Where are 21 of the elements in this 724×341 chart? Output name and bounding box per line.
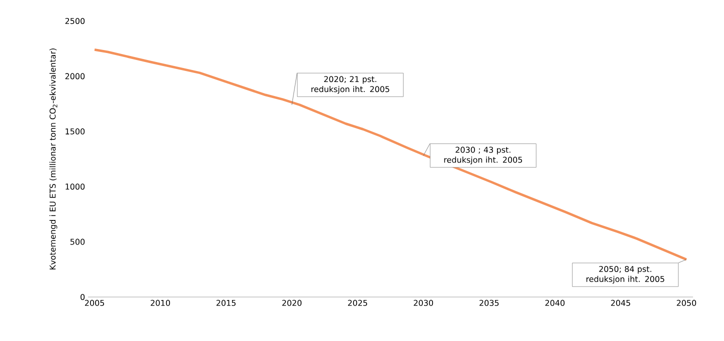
annotation: 2050; 84 pst. reduksjon iht. 2005 [586, 266, 664, 284]
y-tick-label: 2000 [65, 73, 85, 80]
x-tick-label: 2045 [611, 300, 630, 306]
x-tick-label: 2040 [545, 300, 565, 306]
line-series [93, 48, 688, 261]
x-tick-label: 2030 [414, 300, 434, 306]
y-tick-label: 1000 [66, 184, 85, 190]
y-tick-label: 0 [80, 294, 85, 300]
x-tick-label: 2005 [84, 300, 104, 306]
x-tick-label: 2015 [216, 300, 236, 306]
x-tick-label: 2035 [480, 300, 499, 306]
annotation: 2030 ; 43 pst. reduksjon iht. 2005 [444, 146, 522, 164]
y-axis-title: Kvotemengd i EU ETS (millionar tonn CO$_{2}$-ekvivalentar) [49, 48, 58, 270]
y-tick-label: 500 [70, 238, 85, 245]
y-tick-label: 2500 [65, 18, 85, 24]
y-tick-label: 1500 [66, 128, 85, 134]
x-tick-label: 2025 [348, 300, 368, 306]
x-tick-label: 2010 [150, 300, 170, 306]
annotation: 2020; 21 pst. reduksjon iht. 2005 [311, 76, 390, 94]
x-tick-label: 2020 [282, 300, 302, 306]
x-tick-label: 2050 [676, 300, 696, 306]
